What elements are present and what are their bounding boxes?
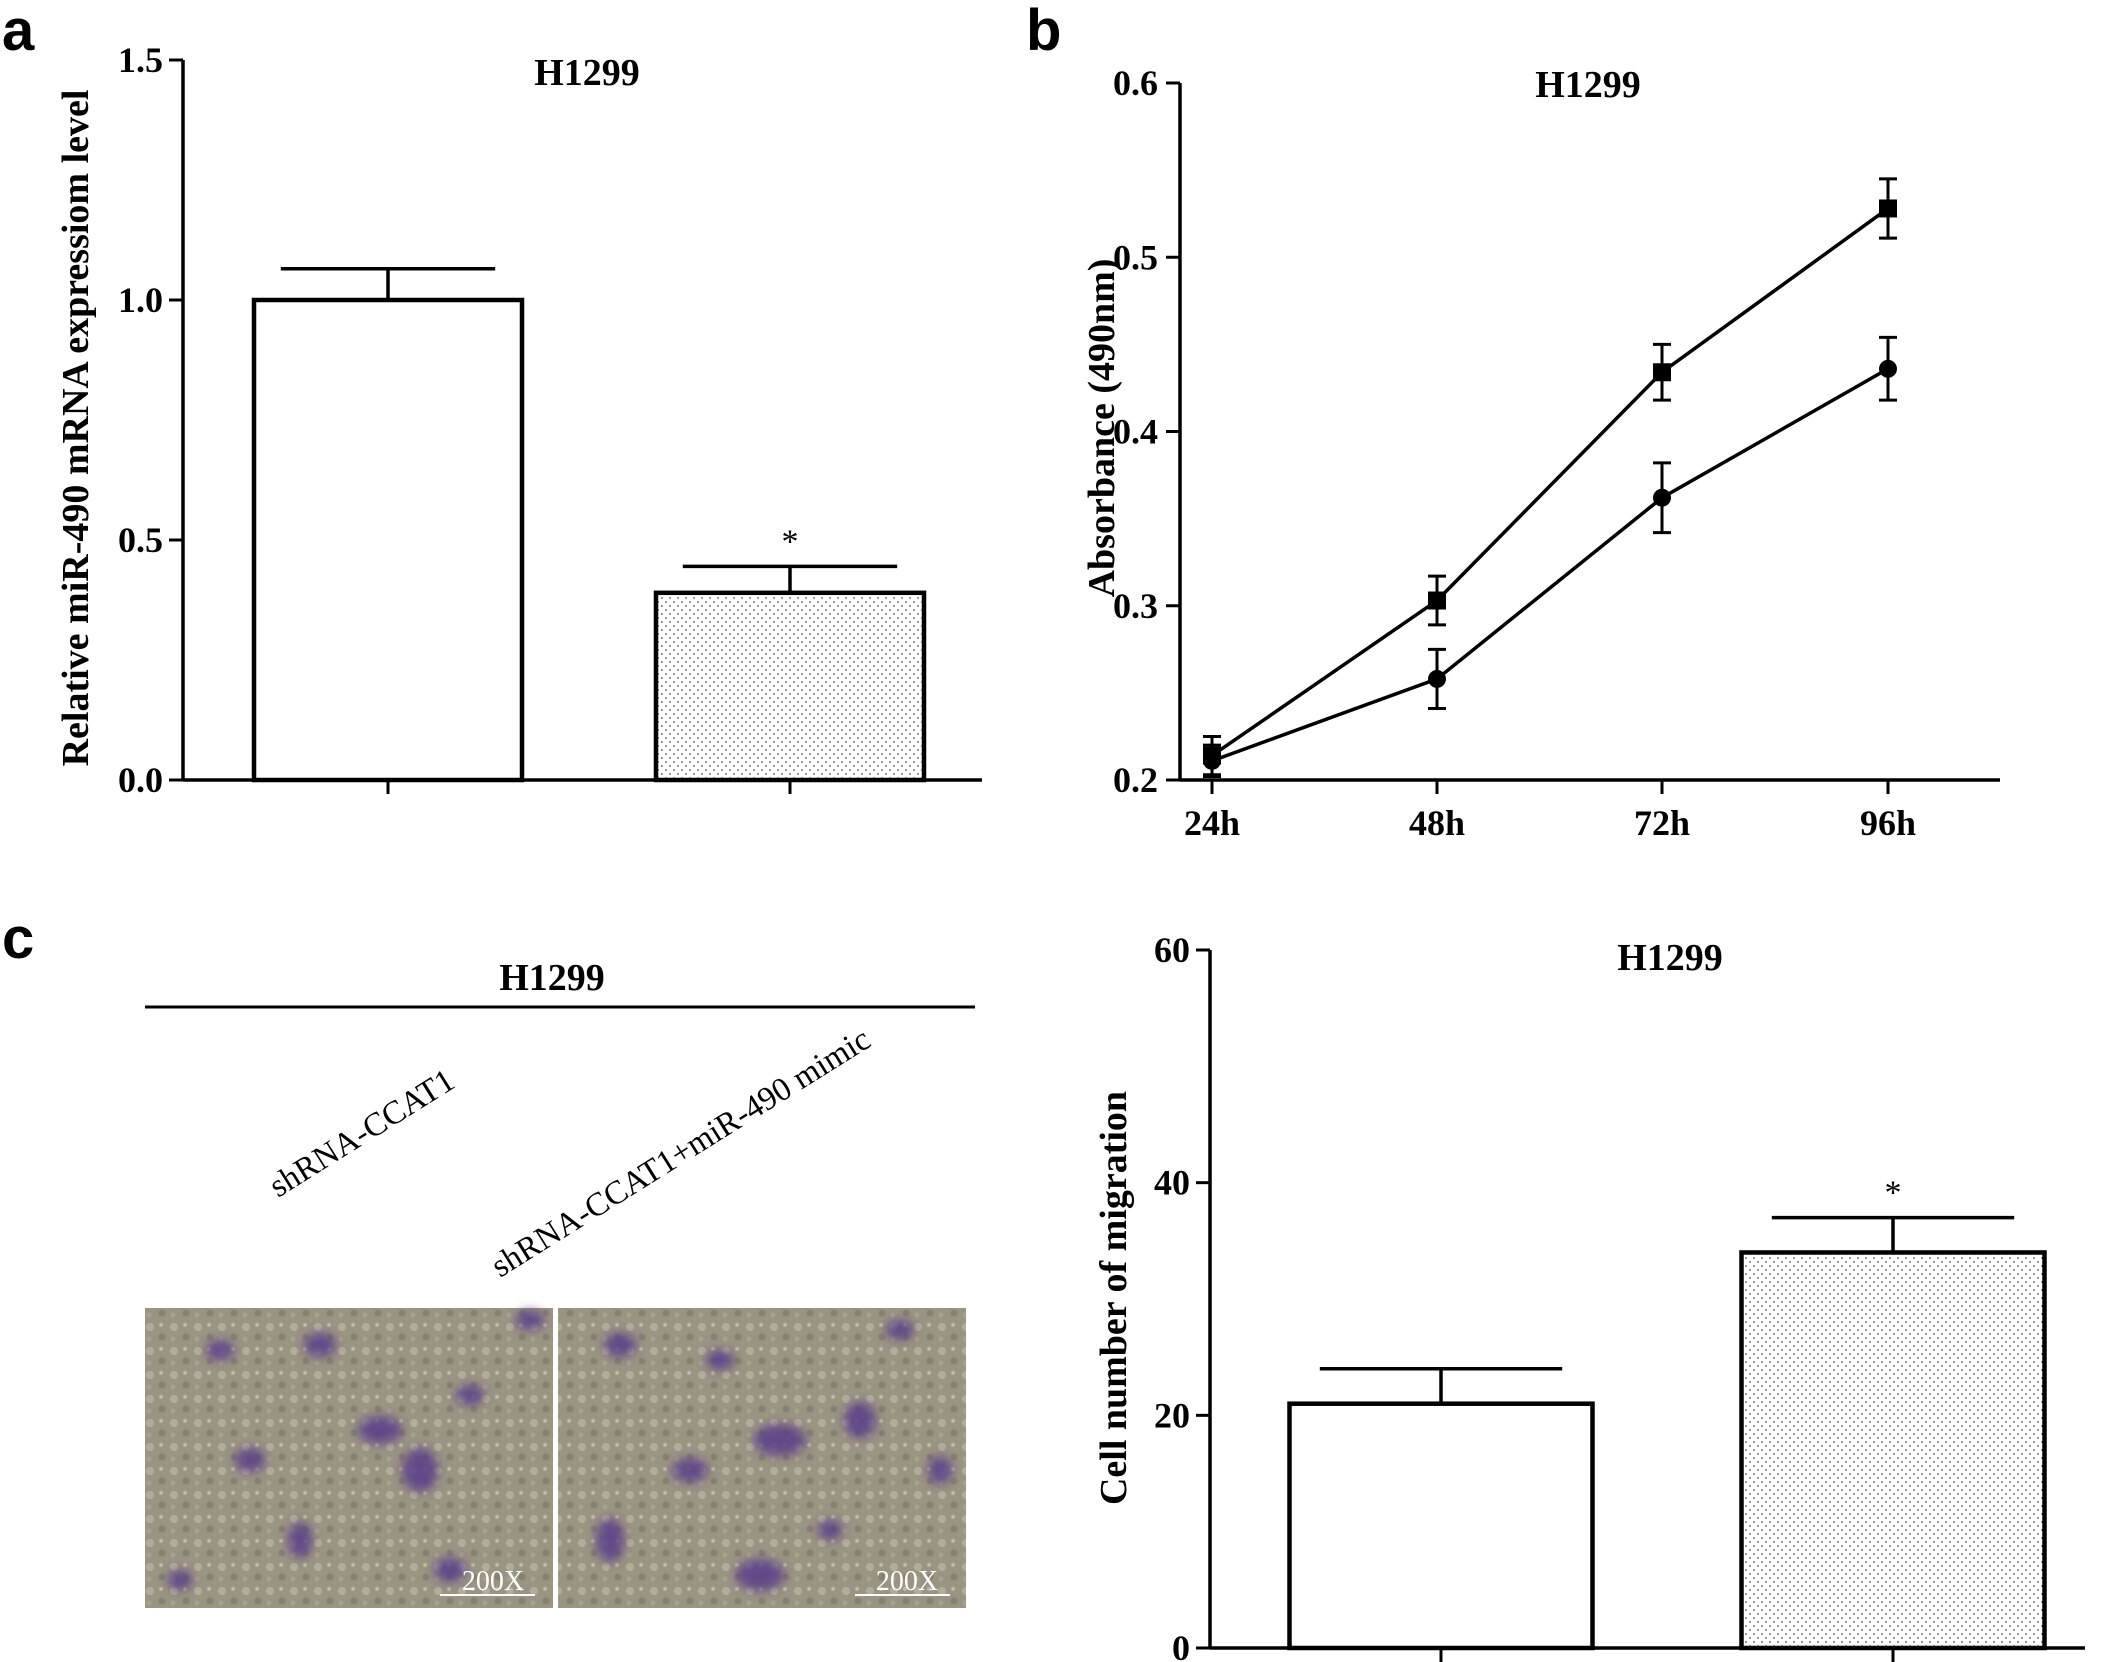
b-x-tick-label: 24h <box>1184 803 1240 843</box>
b-y-tick-label: 0.2 <box>1113 760 1158 800</box>
b-point-square <box>1428 591 1446 610</box>
chart-b-y-axis-label: Absorbance (490nm) <box>1081 259 1123 598</box>
chart-a-y-axis-label: Relative miR-490 mRNA expressiom level <box>55 90 97 767</box>
c-y-tick-label: 40 <box>1154 1163 1190 1203</box>
b-x-tick-label: 48h <box>1409 803 1465 843</box>
b-point-circle <box>1879 359 1897 378</box>
a-significance-star: * <box>782 523 799 560</box>
panel-letter-a: a <box>2 0 35 63</box>
b-point-square <box>1653 363 1671 382</box>
a-bar <box>653 590 927 783</box>
b-y-tick-label: 0.6 <box>1113 63 1158 103</box>
micrograph-image-2: 200X <box>558 1308 966 1608</box>
b-series-line-1 <box>1211 207 1890 758</box>
chart-b: H1299 Absorbance (490nm) 0.2 0.3 0.4 0.5 0.6… <box>1081 63 2000 843</box>
micrograph-panel: H1299 shRNA-CCAT1 shRNA-CCAT1+miR-490 mi… <box>145 957 975 1608</box>
c-significance-star: * <box>1885 1175 1902 1212</box>
micrograph-scale-1: 200X <box>462 1566 524 1597</box>
b-point-circle <box>1653 488 1671 507</box>
micrograph-scale-2: 200X <box>876 1566 938 1597</box>
c-y-tick-label: 0 <box>1172 1628 1190 1662</box>
chart-c-title: H1299 <box>1617 937 1723 979</box>
panel-letter-c: c <box>2 906 34 971</box>
chart-c: H1299 Cell number of migration 0 20 40 60 * <box>1093 930 2085 1662</box>
b-x-tick-label: 72h <box>1634 803 1690 843</box>
b-point-square <box>1879 199 1897 218</box>
c-bar <box>1287 1401 1595 1651</box>
a-y-tick-label: 1.5 <box>118 40 163 80</box>
a-bar <box>251 297 525 783</box>
a-y-tick-label: 0.0 <box>118 760 163 800</box>
micrograph-label-2: shRNA-CCAT1+miR-490 mimic <box>485 1021 877 1284</box>
b-y-tick-label: 0.3 <box>1113 586 1158 626</box>
micrograph-label-1: shRNA-CCAT1 <box>263 1063 461 1205</box>
b-series-line-2 <box>1211 367 1889 763</box>
c-y-tick-label: 20 <box>1154 1395 1190 1435</box>
b-y-tick-label: 0.5 <box>1113 237 1158 277</box>
micrograph-image-1: 200X <box>145 1308 553 1608</box>
b-y-tick-label: 0.4 <box>1113 412 1158 452</box>
a-y-tick-label: 0.5 <box>118 520 163 560</box>
chart-a-title: H1299 <box>534 52 640 94</box>
b-x-tick-label: 96h <box>1860 803 1916 843</box>
a-y-tick-label: 1.0 <box>118 280 163 320</box>
c-bar <box>1739 1250 2047 1651</box>
chart-b-title: H1299 <box>1535 64 1641 106</box>
b-point-circle <box>1428 669 1446 688</box>
c-y-tick-label: 60 <box>1154 930 1190 970</box>
chart-a: H1299 Relative miR-490 mRNA expressiom l… <box>55 40 982 800</box>
micrograph-header: H1299 <box>499 957 605 999</box>
panel-letter-b: b <box>1026 0 1061 63</box>
b-point-circle <box>1203 751 1221 770</box>
chart-c-y-axis-label: Cell number of migration <box>1093 1091 1135 1505</box>
